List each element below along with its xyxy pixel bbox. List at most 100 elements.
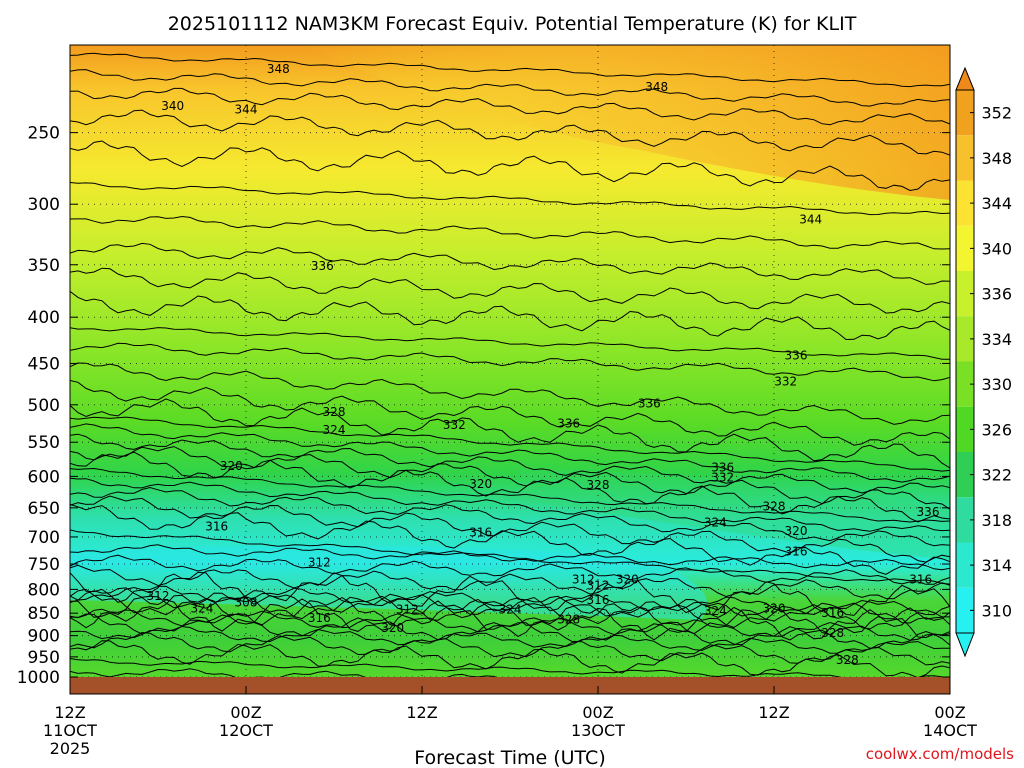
- x-axis-label: Forecast Time (UTC): [414, 747, 605, 768]
- contour-label: 316: [587, 593, 610, 607]
- contour-label: 328: [836, 653, 859, 667]
- colorbar-swatch: [956, 225, 974, 271]
- contour-label: 340: [161, 99, 184, 113]
- colorbar-label: 348: [981, 149, 1012, 168]
- contour-line: [70, 69, 950, 107]
- colorbar-label: 326: [981, 420, 1012, 439]
- colorbar-swatch: [956, 497, 974, 543]
- colorbar-label: 340: [981, 239, 1012, 258]
- x-tick-label: 2025: [50, 739, 91, 758]
- contour-label: 324: [704, 515, 727, 529]
- contour-line: [70, 242, 950, 285]
- contour-label: 324: [499, 603, 522, 617]
- y-tick-label: 450: [28, 354, 60, 374]
- x-tick-label: 00Z: [934, 703, 965, 722]
- contour-line: [70, 109, 950, 156]
- contour-label: 332: [443, 418, 466, 432]
- contour-label: 312: [587, 578, 610, 592]
- colorbar-label: 314: [981, 556, 1012, 575]
- contour-label: 312: [308, 555, 331, 569]
- contour-line: [70, 291, 950, 341]
- x-tick-label: 00Z: [582, 703, 613, 722]
- x-tick-label: 14OCT: [923, 721, 977, 740]
- contour-label: 328: [587, 478, 610, 492]
- contour-label: 312: [396, 603, 419, 617]
- moist-layer: [520, 470, 950, 560]
- contour-line: [70, 423, 950, 483]
- contour-label: 308: [235, 595, 258, 609]
- contour-line: [70, 625, 950, 654]
- colorbar-swatch: [956, 361, 974, 407]
- y-tick-label: 600: [28, 467, 60, 487]
- contour-label: 320: [763, 602, 786, 616]
- colorbar-label: 318: [981, 511, 1012, 530]
- contour-line: [70, 668, 623, 677]
- colorbar-swatch: [956, 542, 974, 588]
- contour-line: [70, 596, 950, 646]
- plot-frame: [69, 44, 951, 695]
- x-tick-label: 12Z: [54, 703, 85, 722]
- y-tick-label: 750: [28, 555, 60, 575]
- x-tick-label: 00Z: [230, 703, 261, 722]
- y-tick-label: 850: [28, 604, 60, 624]
- colorbar-label: 322: [981, 466, 1012, 485]
- contour-label: 320: [785, 524, 808, 538]
- credit-text: coolwx.com/models: [866, 745, 1014, 763]
- x-tick-label: 12OCT: [219, 721, 273, 740]
- x-tick-label: 12Z: [406, 703, 437, 722]
- contour-label: 316: [821, 606, 844, 620]
- colorbar-bottom-arrow: [955, 632, 975, 658]
- contour-label: 328: [557, 613, 580, 627]
- contour-label: 316: [469, 525, 492, 539]
- colorbar-swatch: [956, 135, 974, 181]
- contour-line: [70, 446, 950, 510]
- y-tick-label: 900: [28, 627, 60, 647]
- x-tick-label: 11OCT: [43, 721, 97, 740]
- x-tick-label: 12Z: [758, 703, 789, 722]
- contour-line: [70, 380, 950, 446]
- contour-label: 324: [323, 423, 346, 437]
- colorbar-swatch: [956, 180, 974, 226]
- y-tick-label: 550: [28, 433, 60, 453]
- ground-bar: [70, 677, 950, 694]
- contour-line: [70, 416, 950, 472]
- y-tick-label: 650: [28, 499, 60, 519]
- contour-line: [70, 87, 950, 126]
- colorbar-label: 336: [981, 285, 1012, 304]
- contour-line: [70, 362, 950, 425]
- y-axis: 250 300 350 400 450 500 550 600 650 700 750 800 850 9…: [17, 124, 950, 688]
- x-tick-label: 13OCT: [571, 721, 625, 740]
- contour-label: 312: [147, 589, 170, 603]
- colorbar-swatch: [956, 90, 974, 136]
- colorbar: 352 348 344 340 336 334 330 326 322 318 314 310: [955, 66, 1012, 658]
- contour-label: 344: [799, 212, 822, 226]
- contour-line: [70, 571, 950, 616]
- colorbar-swatch: [956, 452, 974, 498]
- colorbar-swatch: [956, 271, 974, 317]
- y-tick-label: 1000: [17, 668, 60, 688]
- contour-line: [70, 267, 950, 314]
- contour-label: 324: [191, 602, 214, 616]
- contour-label: 336: [557, 416, 580, 430]
- chart-title: 2025101112 NAM3KM Forecast Equiv. Potent…: [168, 13, 857, 35]
- y-tick-label: 350: [28, 256, 60, 276]
- contour-label: 320: [220, 459, 243, 473]
- y-tick-label: 250: [28, 124, 60, 144]
- contour-line: [70, 433, 950, 494]
- y-tick-label: 950: [28, 648, 60, 668]
- contour-line: [70, 495, 950, 563]
- contour-line: [70, 554, 950, 585]
- colorbar-top-arrow: [955, 66, 975, 91]
- contour-label: 336: [785, 349, 808, 363]
- contour-label: 348: [645, 80, 668, 94]
- contour-line: [70, 477, 950, 532]
- contour-label: 324: [704, 604, 727, 618]
- colorbar-label: 310: [981, 601, 1012, 620]
- colorbar-swatch: [956, 587, 974, 633]
- contour-line: [70, 503, 950, 575]
- contour-label: 328: [763, 499, 786, 513]
- contour-line: [70, 613, 950, 649]
